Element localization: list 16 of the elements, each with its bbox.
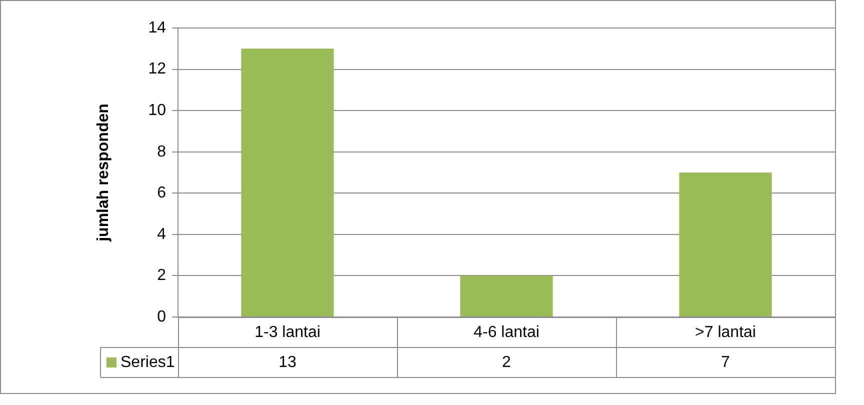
y-tick-label: 0: [157, 308, 166, 326]
y-tick-label: 8: [157, 143, 166, 160]
data-label: 13: [278, 354, 296, 371]
legend-label: Series1: [120, 354, 175, 371]
y-tick-label: 6: [157, 184, 166, 202]
x-tick-label: 4-6 lantai: [474, 324, 540, 341]
x-tick-label: >7 lantai: [695, 324, 756, 341]
data-label: 2: [502, 354, 512, 371]
y-tick-label: 4: [157, 226, 166, 243]
y-tick-label: 10: [148, 102, 166, 119]
y-axis-title: jumlah responden: [95, 104, 112, 242]
y-tick-label: 14: [148, 19, 166, 36]
data-label: 7: [721, 354, 730, 371]
y-tick-label: 12: [148, 60, 166, 78]
y-tick-label: 2: [157, 267, 166, 284]
x-tick-label: 1-3 lantai: [254, 324, 320, 341]
